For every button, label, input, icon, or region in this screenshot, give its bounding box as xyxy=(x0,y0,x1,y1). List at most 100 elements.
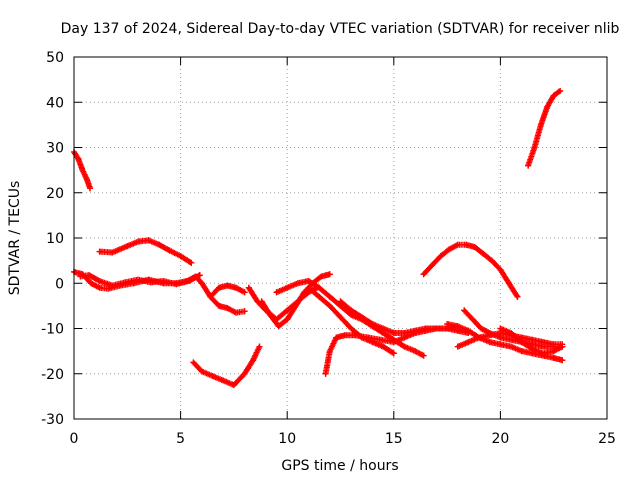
data-point xyxy=(122,279,129,286)
data-point xyxy=(316,293,323,300)
data-point xyxy=(429,262,436,269)
data-point xyxy=(333,334,340,341)
data-point xyxy=(241,289,248,296)
data-point xyxy=(497,341,504,348)
data-point xyxy=(145,237,152,244)
x-tick-label: 0 xyxy=(70,431,79,447)
data-point xyxy=(422,325,429,332)
y-tick-label: 50 xyxy=(46,50,64,66)
data-point xyxy=(465,327,472,334)
data-point xyxy=(486,339,493,346)
data-point xyxy=(88,280,95,287)
data-point xyxy=(508,343,515,350)
data-point xyxy=(273,289,280,296)
data-point xyxy=(390,350,397,357)
data-point xyxy=(380,343,387,350)
y-tick-label: -20 xyxy=(41,367,64,383)
data-point xyxy=(77,273,84,280)
data-markers xyxy=(190,343,263,389)
data-point xyxy=(465,339,472,346)
chart-title: Day 137 of 2024, Sidereal Day-to-day VTE… xyxy=(61,21,620,37)
data-point xyxy=(96,248,103,255)
data-point xyxy=(326,293,333,300)
data-point xyxy=(486,332,493,339)
data-point xyxy=(401,343,408,350)
data-point xyxy=(241,308,248,315)
data-point xyxy=(550,92,557,99)
data-point xyxy=(478,325,485,332)
data-point xyxy=(284,316,291,323)
data-point xyxy=(437,253,444,260)
data-point xyxy=(463,241,470,248)
data-point xyxy=(316,284,323,291)
data-point xyxy=(446,246,453,253)
data-point xyxy=(83,176,90,183)
data-point xyxy=(444,320,451,327)
data-point xyxy=(480,250,487,257)
data-point xyxy=(540,350,547,357)
data-point xyxy=(348,325,355,332)
data-point xyxy=(190,359,197,366)
data-point xyxy=(469,316,476,323)
data-point xyxy=(544,103,551,110)
data-point xyxy=(233,309,240,316)
data-point xyxy=(96,284,103,291)
y-tick-label: -10 xyxy=(41,322,64,338)
series-arc-17 xyxy=(497,325,566,357)
data-point xyxy=(352,332,359,339)
data-point xyxy=(292,302,299,309)
data-point xyxy=(207,293,214,300)
data-markers xyxy=(525,87,564,169)
y-tick-label: 10 xyxy=(46,231,64,247)
data-point xyxy=(160,277,167,284)
data-point xyxy=(109,282,116,289)
data-point xyxy=(454,343,461,350)
data-point xyxy=(348,307,355,314)
data-point xyxy=(284,307,291,314)
series-arc-8 xyxy=(258,271,333,330)
x-tick-label: 5 xyxy=(176,431,185,447)
data-point xyxy=(301,289,308,296)
data-point xyxy=(559,357,566,364)
x-tick-label: 10 xyxy=(278,431,296,447)
data-point xyxy=(378,336,385,343)
series-arc-1 xyxy=(71,149,93,192)
data-point xyxy=(188,259,195,266)
data-point xyxy=(525,162,532,169)
data-point xyxy=(230,382,237,389)
data-point xyxy=(505,280,512,287)
data-point xyxy=(318,273,325,280)
data-point xyxy=(540,339,547,346)
y-tick-label: 0 xyxy=(55,276,64,292)
series-arc-13 xyxy=(420,241,521,300)
data-point xyxy=(134,276,141,283)
data-point xyxy=(86,185,93,192)
y-tick-label: 30 xyxy=(46,141,64,157)
data-point xyxy=(173,281,180,288)
y-axis-label: SDTVAR / TECUs xyxy=(7,181,23,296)
data-point xyxy=(497,325,504,332)
data-point xyxy=(390,330,397,337)
data-point xyxy=(166,247,173,254)
plot-border xyxy=(73,56,608,420)
data-point xyxy=(305,284,312,291)
data-point xyxy=(488,257,495,264)
y-tick-label: -30 xyxy=(41,412,64,428)
data-point xyxy=(508,330,515,337)
series-arc-5 xyxy=(190,343,263,389)
data-point xyxy=(258,298,265,305)
data-point xyxy=(284,284,291,291)
data-point xyxy=(550,348,557,355)
data-point xyxy=(550,354,557,361)
x-tick-label: 25 xyxy=(598,431,616,447)
data-point xyxy=(412,348,419,355)
data-point xyxy=(224,305,231,312)
data-point xyxy=(365,334,372,341)
series-arc-9 xyxy=(273,277,427,359)
data-point xyxy=(420,271,427,278)
data-point xyxy=(322,370,329,377)
data-point xyxy=(134,238,141,245)
data-markers xyxy=(96,237,195,266)
data-point xyxy=(124,243,131,250)
